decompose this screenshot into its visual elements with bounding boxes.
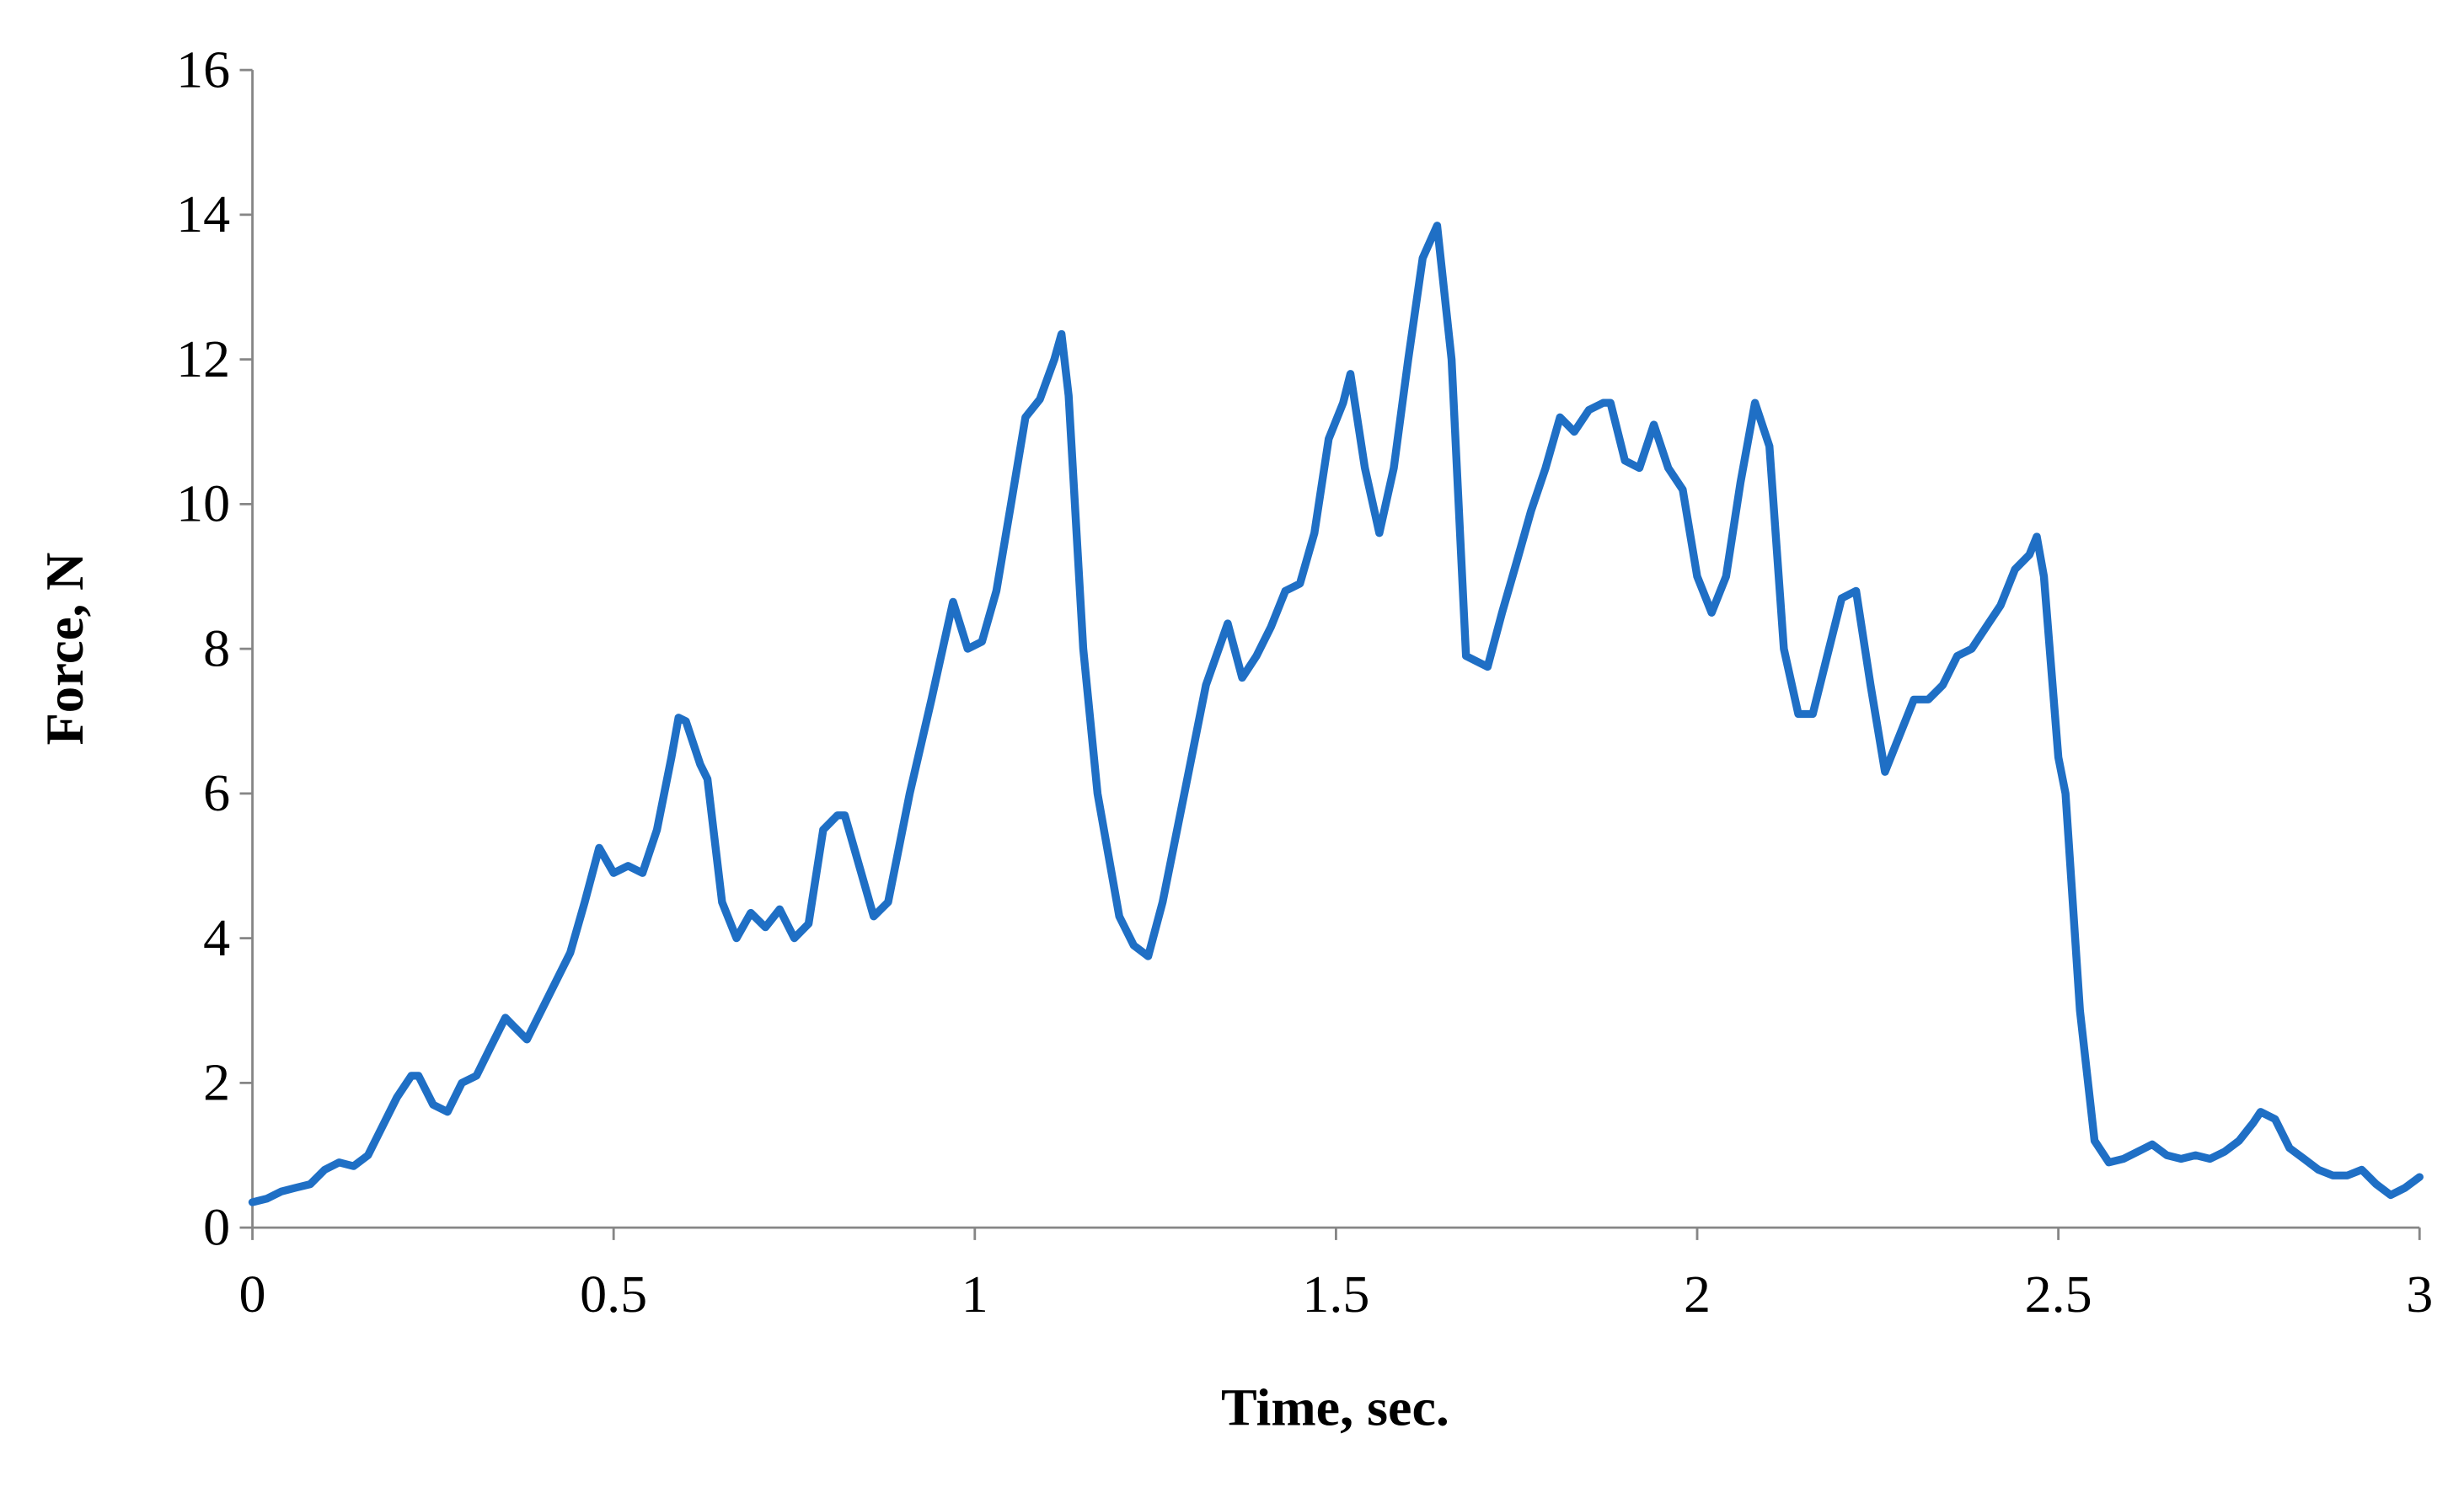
y-tick-label: 14: [176, 185, 230, 243]
x-tick-label: 3: [2406, 1264, 2433, 1323]
y-tick-label: 16: [176, 40, 230, 99]
x-tick-label: 0.5: [580, 1264, 647, 1323]
y-tick-label: 6: [203, 763, 230, 822]
y-tick-label: 10: [176, 473, 230, 532]
x-axis-title: Time, sec.: [1221, 1377, 1449, 1436]
x-tick-label: 1: [961, 1264, 988, 1323]
y-tick-label: 2: [203, 1052, 230, 1111]
x-tick-label: 2.5: [2025, 1264, 2092, 1323]
data-line: [248, 222, 2424, 1206]
x-tick-label: 0: [239, 1264, 266, 1323]
y-tick-label: 4: [203, 908, 230, 967]
y-tick-label: 8: [203, 618, 230, 677]
y-tick-label: 12: [176, 329, 230, 388]
x-tick-label: 2: [1684, 1264, 1711, 1323]
x-tick-label: 1.5: [1302, 1264, 1369, 1323]
y-tick-label: 0: [203, 1197, 230, 1256]
y-axis-title: Force, N: [34, 553, 94, 746]
